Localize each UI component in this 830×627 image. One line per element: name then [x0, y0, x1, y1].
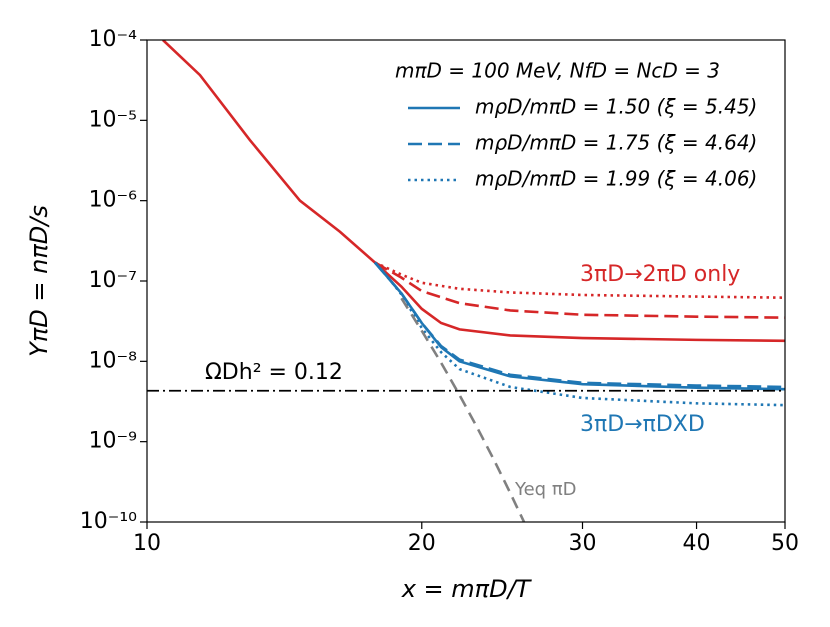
legend-label: mρD/mπD = 1.50 (ξ = 5.45) — [475, 95, 757, 119]
x-axis-label: x = mπD/T — [401, 575, 533, 603]
legend-label: mρD/mπD = 1.75 (ξ = 4.64) — [475, 131, 757, 155]
series-line — [400, 297, 526, 522]
y-tick-label: 10⁻⁸ — [89, 348, 138, 373]
annotation: 3πD→2πD only — [580, 262, 740, 287]
annotation: Yeq πD — [514, 479, 577, 500]
x-tick-label: 30 — [569, 531, 597, 556]
series-line — [373, 261, 785, 407]
x-tick-label: 50 — [771, 531, 799, 556]
y-tick-label: 10⁻⁵ — [89, 107, 137, 132]
legend-label: mρD/mπD = 1.99 (ξ = 4.06) — [475, 167, 757, 191]
y-tick-label: 10⁻⁶ — [89, 188, 138, 213]
axes-frame — [146, 39, 786, 523]
y-tick-label: 10⁻¹⁰ — [80, 509, 137, 534]
x-tick-label: 10 — [133, 531, 161, 556]
annotation: 3πD→πDXD — [580, 412, 705, 437]
y-tick-label: 10⁻⁴ — [89, 27, 138, 52]
plot-area — [147, 40, 785, 522]
y-axis-label: YπD = nπD/s — [25, 205, 53, 357]
series-line — [374, 261, 785, 319]
x-tick-label: 20 — [408, 531, 436, 556]
y-tick-label: 10⁻⁷ — [89, 268, 137, 293]
x-tick-label: 40 — [683, 531, 711, 556]
series-line — [162, 40, 785, 343]
legend-title: mπD = 100 MeV, NfD = NcD = 3 — [395, 59, 720, 83]
series-line — [374, 261, 785, 299]
annotation: ΩDh² = 0.12 — [205, 360, 343, 385]
y-tick-label: 10⁻⁹ — [89, 429, 137, 454]
